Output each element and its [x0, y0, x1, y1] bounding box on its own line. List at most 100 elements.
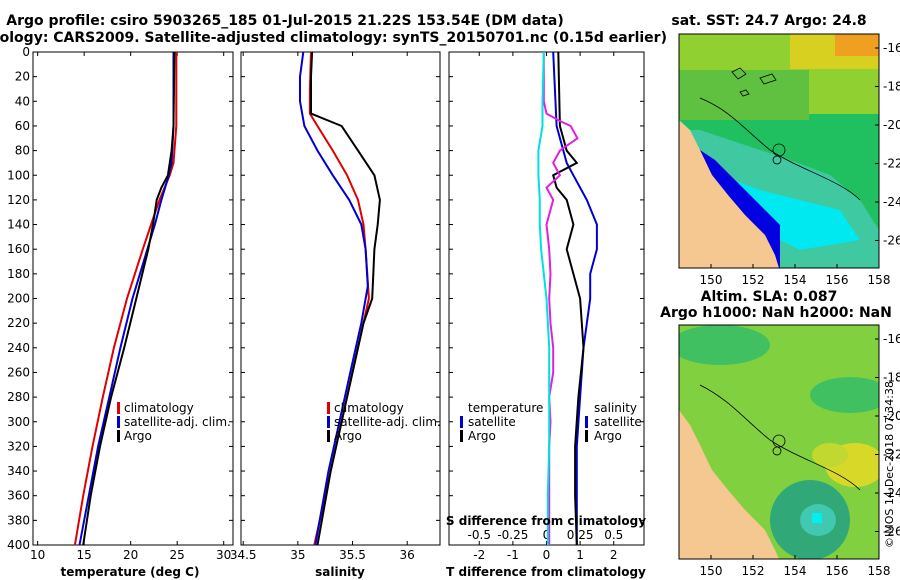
legend-swatch-satellite [327, 416, 330, 428]
legend-swatch-argo [117, 430, 120, 442]
sst-hot-patch [835, 34, 879, 56]
depth-tick-label: 60 [15, 119, 30, 133]
x-tick-label: -2 [473, 548, 485, 562]
map-y-tick-label: -22 [883, 448, 900, 462]
map-y-tick-label: -24 [883, 195, 900, 209]
series-argo [82, 51, 176, 546]
series-satellite-adj.-clim. [299, 51, 369, 546]
depth-tick-label: 0 [22, 45, 30, 59]
depth-tick-label: 220 [7, 316, 30, 330]
s-tick-label: 0.5 [604, 528, 623, 542]
map-x-tick-label: 158 [868, 273, 891, 287]
map-y-tick-label: -26 [883, 234, 900, 248]
temperature-xlabel: temperature (deg C) [61, 565, 200, 579]
x-tick-label: 20 [123, 548, 138, 562]
sst-reef-circle-small [772, 155, 782, 165]
map-x-tick-label: 158 [868, 564, 891, 578]
depth-tick-label: 320 [7, 439, 30, 453]
sst-map-frame [678, 33, 880, 269]
difference-panel: -2 -1 0 1 2 -0.5 -0.25 0 0.25 0.5 T difference fr… [446, 51, 646, 579]
map-x-tick-label: 156 [826, 564, 849, 578]
map-y-tick-label: -18 [883, 80, 900, 94]
sst-bathymetry-contour [699, 97, 861, 201]
legend-salinity-heading: salinity [594, 401, 637, 415]
map-x-tick-label: 154 [784, 564, 807, 578]
sst-map-title: sat. SST: 24.7 Argo: 24.8 [671, 13, 866, 29]
legend-satellite: satellite [594, 415, 642, 429]
salinity-legend: climatology satellite-adj. clim. Argo [327, 401, 441, 443]
sla-map-title-2: Argo h1000: NaN h2000: NaN [660, 305, 892, 321]
series-temperature-argo [552, 51, 585, 546]
map-x-tick-label: 154 [784, 273, 807, 287]
x-tick-label: 30 [216, 548, 231, 562]
map-y-tick-label: -16 [883, 41, 900, 55]
depth-tick-label: 380 [7, 513, 30, 527]
title-line-1: Argo profile: csiro 5903265_185 01-Jul-2… [6, 13, 564, 29]
legend-swatch-argo [327, 430, 330, 442]
legend-swatch-satellite [585, 416, 588, 428]
difference-xlabel: T difference from climatology [446, 565, 646, 579]
x-tick-label: 36 [400, 548, 415, 562]
x-tick-label: 2 [610, 548, 618, 562]
map-y-tick-label: -22 [883, 157, 900, 171]
depth-tick-label: 260 [7, 365, 30, 379]
legend-swatch-argo [585, 430, 588, 442]
sla-map-title-1: Altim. SLA: 0.087 [701, 289, 838, 305]
x-tick-label: 35.5 [339, 548, 366, 562]
s-tick-label: 0.25 [567, 528, 594, 542]
legend-satellite-adj: satellite-adj. clim. [124, 415, 231, 429]
salinity-xlabel: salinity [315, 565, 365, 579]
map-x-tick-label: 150 [700, 564, 723, 578]
map-x-tick-label: 152 [742, 564, 765, 578]
sla-low-centre [812, 513, 822, 523]
depth-tick-label: 20 [15, 70, 30, 84]
sst-map-field [679, 34, 879, 268]
sla-land [679, 410, 779, 559]
depth-tick-label: 360 [7, 489, 30, 503]
x-tick-label: -1 [507, 548, 519, 562]
series-climatology [73, 52, 178, 546]
sla-low-north [679, 325, 770, 365]
legend-argo: Argo [468, 429, 496, 443]
s-tick-label: 0 [543, 528, 551, 542]
x-tick-label: 35 [290, 548, 305, 562]
legend-temperature-heading: temperature [468, 401, 543, 415]
x-tick-label: 1 [576, 548, 584, 562]
x-tick-label: 10 [30, 548, 45, 562]
depth-tick-label: 80 [15, 144, 30, 158]
sla-bathymetry-contour [699, 384, 861, 491]
map-y-tick-label: -16 [883, 332, 900, 346]
map-y-tick-label: -26 [883, 525, 900, 539]
s-difference-label: S difference from climatology [446, 514, 646, 528]
x-tick-label: 0 [543, 548, 551, 562]
legend-argo: Argo [124, 429, 152, 443]
depth-tick-label: 120 [7, 193, 30, 207]
s-tick-label: -0.5 [468, 528, 491, 542]
sla-low-east [810, 377, 879, 413]
depth-tick-label: 280 [7, 390, 30, 404]
sst-map: sat. SST: 24.7 Argo: 24.8 150 152 154 156 15… [671, 13, 900, 287]
legend-swatch-argo [460, 430, 463, 442]
depth-tick-label: 340 [7, 464, 30, 478]
depth-tick-label: 100 [7, 168, 30, 182]
s-tick-label: -0.25 [497, 528, 528, 542]
series-salinity-climatology [537, 51, 551, 545]
series-argo [310, 51, 381, 546]
depth-tick-label: 240 [7, 341, 30, 355]
sst-land [679, 120, 779, 268]
legend-satellite-adj: satellite-adj. clim. [334, 415, 441, 429]
temperature-panel: 0 20 40 60 80 100 120 140 160 180 200 220 240 260 280 3… [7, 45, 234, 579]
temperature-legend: climatology satellite-adj. clim. Argo [117, 401, 231, 443]
x-tick-label: 25 [170, 548, 185, 562]
sst-reef-circle [772, 143, 786, 157]
legend-satellite: satellite [468, 415, 516, 429]
map-x-tick-label: 152 [742, 273, 765, 287]
salinity-panel: 34.5 35 35.5 36 salinity climatology satell… [230, 51, 441, 579]
sla-high-mid [812, 443, 848, 467]
depth-tick-label: 300 [7, 415, 30, 429]
legend-climatology: climatology [334, 401, 404, 415]
sla-map-frame [678, 324, 880, 560]
difference-legend-temperature: temperature satellite Argo [460, 401, 543, 443]
title-line-2: Climatology: CARS2009. Satellite-adjuste… [0, 30, 667, 46]
map-x-tick-label: 156 [826, 273, 849, 287]
